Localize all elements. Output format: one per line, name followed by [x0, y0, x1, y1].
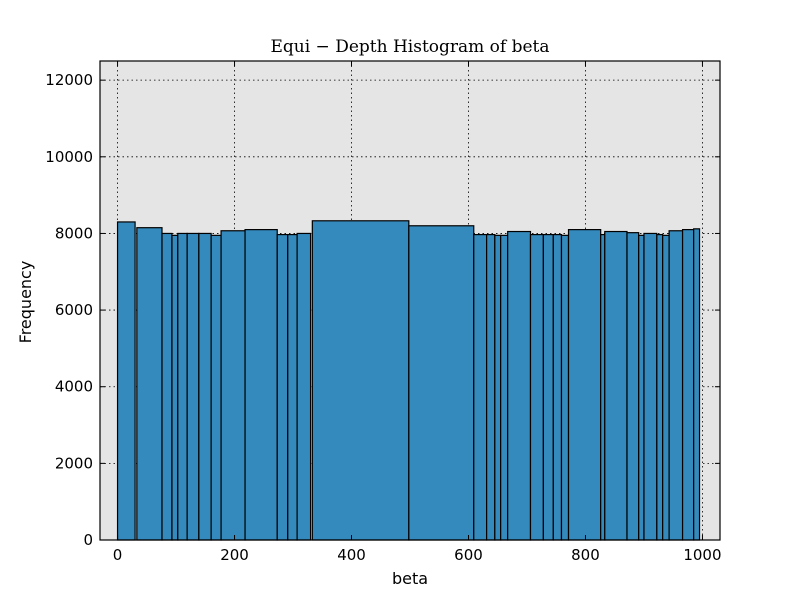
histogram-bar	[542, 233, 554, 541]
histogram-bar	[662, 234, 670, 541]
histogram-bar	[186, 232, 200, 541]
histogram-bar	[116, 221, 136, 541]
histogram-bar	[220, 230, 246, 541]
y-tick-label: 0	[83, 531, 93, 549]
histogram-bar	[500, 234, 509, 541]
histogram-bar	[626, 232, 640, 541]
histogram-bar	[604, 230, 628, 541]
x-tick-label: 400	[337, 546, 366, 564]
histogram-bar	[244, 229, 278, 541]
histogram-bars	[116, 220, 701, 541]
histogram-bar	[210, 234, 222, 541]
histogram-bar	[177, 232, 188, 541]
histogram-bar	[638, 234, 645, 541]
histogram-bar	[693, 228, 701, 541]
histogram-bar	[656, 233, 664, 541]
histogram-bar	[311, 220, 410, 541]
y-tick-label: 2000	[55, 454, 93, 472]
y-tick-label: 12000	[45, 71, 93, 89]
histogram-bar	[600, 233, 606, 541]
x-tick-label: 800	[571, 546, 600, 564]
x-tick-label: 0	[113, 546, 123, 564]
histogram-bar	[552, 233, 563, 541]
y-tick-label: 4000	[55, 378, 93, 396]
histogram-bar	[486, 233, 496, 541]
axis-ticks: 0 200 400 600 800 100002000400060008000100001…	[45, 61, 722, 564]
y-axis-label: Frequency	[16, 261, 35, 344]
histogram-bar	[668, 230, 684, 541]
x-tick-label: 1000	[683, 546, 721, 564]
histogram-bar	[408, 225, 475, 541]
histogram-bar	[494, 234, 502, 541]
y-tick-label: 10000	[45, 148, 93, 166]
y-tick-label: 8000	[55, 224, 93, 242]
histogram-bar	[276, 233, 289, 541]
plot-frame	[99, 60, 721, 541]
histogram-bar	[643, 232, 658, 541]
histogram-bar	[473, 233, 488, 541]
x-tick-label: 600	[454, 546, 483, 564]
histogram-bar	[198, 232, 212, 541]
x-axis-label: beta	[392, 569, 428, 588]
histogram-bar	[681, 229, 695, 541]
histogram-bar	[161, 232, 173, 541]
histogram-bar	[529, 233, 544, 541]
histogram-bar	[136, 227, 163, 541]
histogram-bar	[171, 234, 179, 541]
histogram-bar	[560, 234, 570, 541]
histogram-bar	[567, 229, 602, 541]
histogram-bar	[507, 230, 532, 541]
x-tick-label: 200	[220, 546, 249, 564]
histogram-bar	[287, 233, 298, 541]
chart-title: Equi − Depth Histogram of beta	[270, 37, 549, 57]
y-tick-label: 6000	[55, 301, 93, 319]
histogram-bar	[296, 232, 312, 541]
